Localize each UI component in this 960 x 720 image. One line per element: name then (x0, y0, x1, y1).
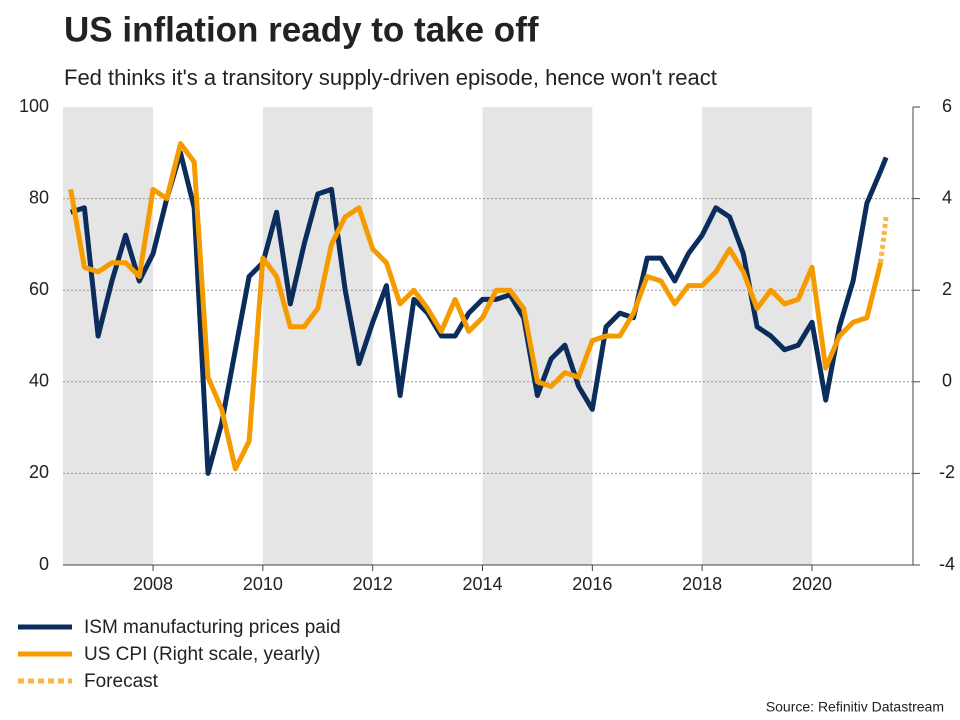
y2-tick-label: -2 (939, 462, 955, 482)
year-band (482, 107, 593, 565)
y2-tick-label: 2 (942, 279, 952, 299)
x-tick-label: 2012 (353, 574, 393, 594)
series-line (69, 150, 889, 476)
source: Source: Refinitiv Datastream (766, 699, 944, 715)
y-tick-label: 20 (29, 462, 49, 482)
y-tick-label: 40 (29, 371, 49, 391)
legend-label: ISM manufacturing prices paid (84, 617, 341, 638)
x-tick-label: 2016 (572, 574, 612, 594)
series-line (68, 141, 884, 472)
y-tick-label: 80 (29, 187, 49, 207)
x-tick-label: 2018 (682, 574, 722, 594)
y-tick-label: 0 (39, 554, 49, 574)
legend-label: Forecast (84, 671, 159, 692)
year-band (702, 107, 812, 565)
legend-label: US CPI (Right scale, yearly) (84, 644, 321, 665)
x-tick-label: 2010 (243, 574, 283, 594)
y-tick-label: 100 (19, 96, 49, 116)
chart-subtitle: Fed thinks it's a transitory supply-driv… (64, 65, 717, 90)
series-line (878, 216, 889, 263)
x-tick-label: 2014 (462, 574, 502, 594)
y-tick-label: 60 (29, 279, 49, 299)
x-tick-label: 2020 (792, 574, 832, 594)
y2-tick-label: 6 (942, 96, 952, 116)
y2-tick-label: 4 (942, 187, 952, 207)
chart-title: US inflation ready to take off (64, 10, 539, 49)
year-band (63, 107, 154, 565)
x-tick-label: 2008 (133, 574, 173, 594)
y2-tick-label: -4 (939, 554, 955, 574)
y2-tick-label: 0 (942, 371, 952, 391)
